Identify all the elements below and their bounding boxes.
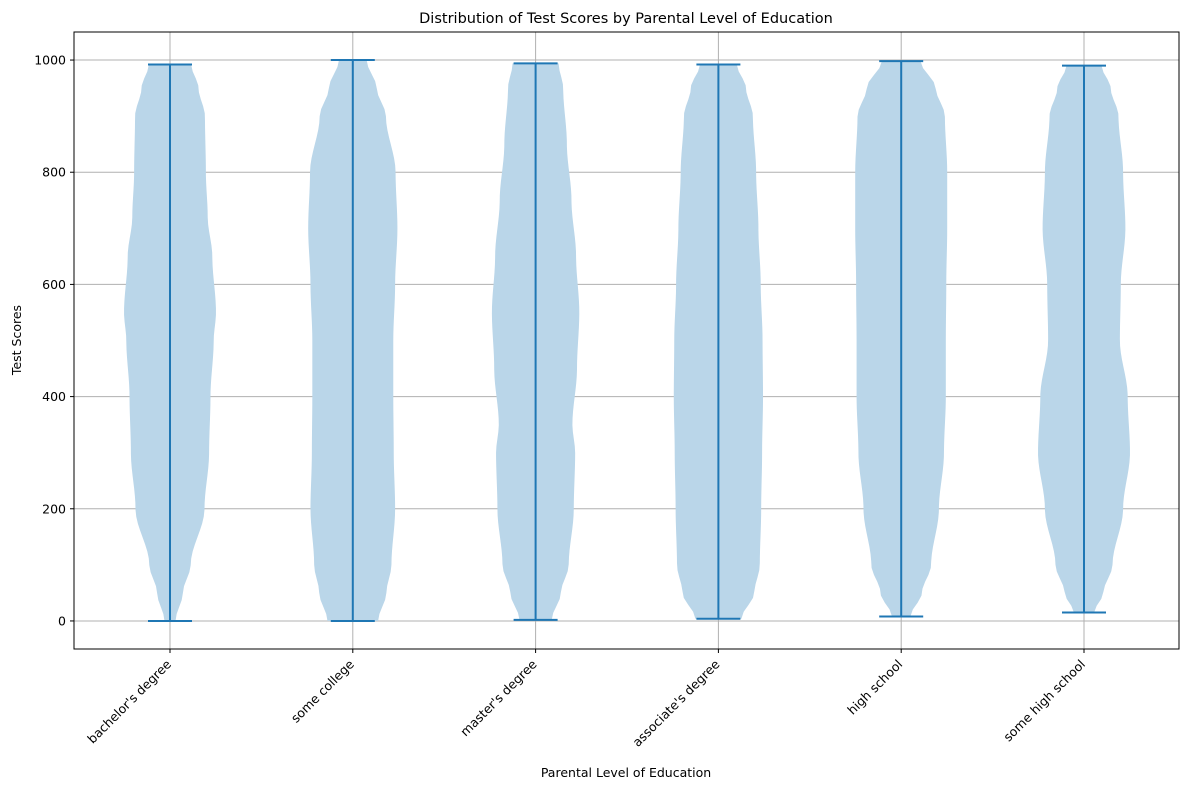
y-tick-label: 200 (42, 501, 66, 516)
chart-title: Distribution of Test Scores by Parental … (419, 11, 833, 27)
grid-lines (74, 32, 1179, 649)
x-tick-label: associate's degree (629, 656, 722, 749)
x-tick-label: high school (844, 657, 905, 718)
violin-lines (148, 59, 1106, 622)
y-tick-label: 600 (42, 277, 66, 292)
x-tick-label: some college (288, 656, 357, 725)
plot-frame (73, 31, 1180, 650)
y-tick-label: 400 (42, 389, 66, 404)
y-tick-label: 1000 (34, 53, 66, 68)
y-tick-label: 0 (58, 613, 66, 628)
violin-bodies (124, 60, 1130, 621)
x-tick-label: bachelor's degree (84, 656, 174, 746)
x-tick-label: some high school (1000, 657, 1088, 745)
x-axis-label: Parental Level of Education (541, 765, 711, 780)
y-axis-label: Test Scores (9, 305, 24, 376)
y-tick-label: 800 (42, 165, 66, 180)
x-tick-label: master's degree (457, 656, 540, 739)
y-axis: 0 200 400 600 800 1000 (34, 53, 74, 628)
x-axis: bachelor's degree some college master's de… (84, 649, 1088, 750)
